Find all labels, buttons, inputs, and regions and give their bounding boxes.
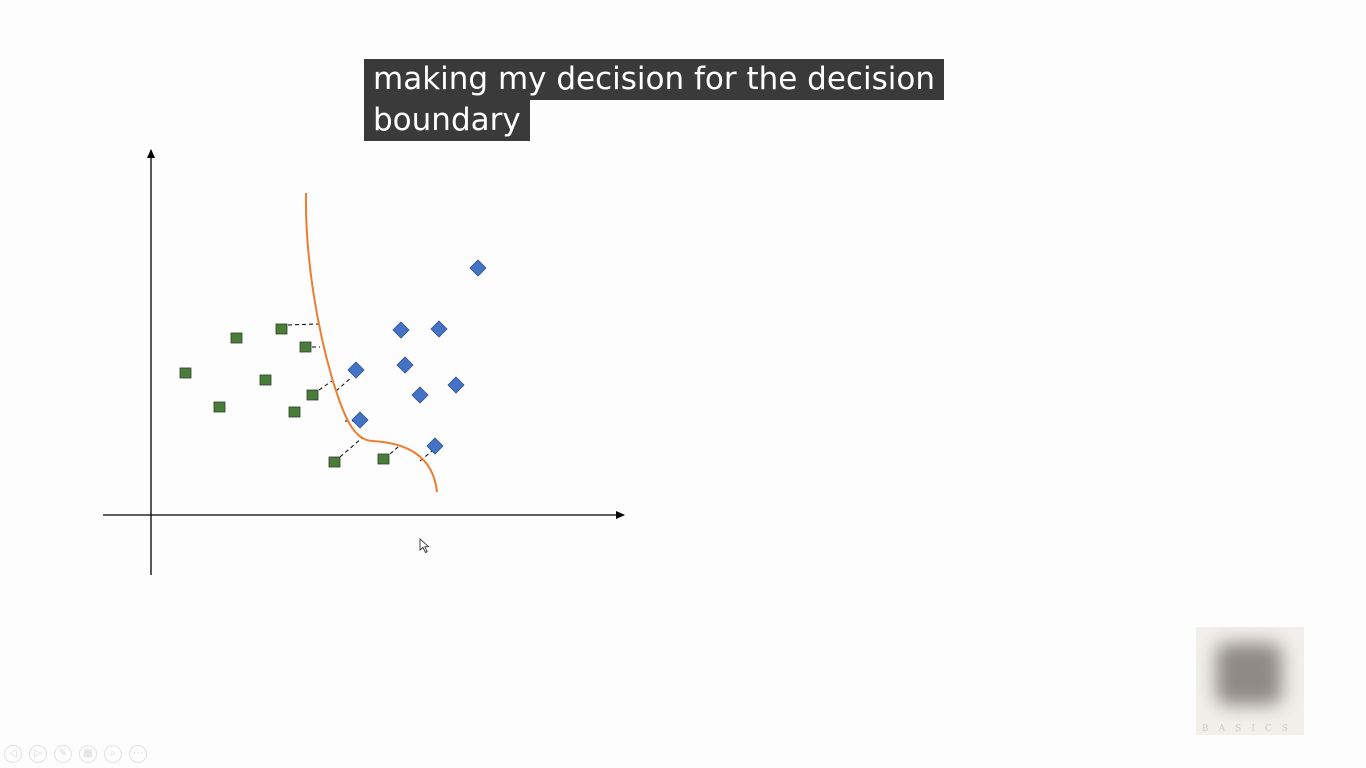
channel-logo: BASICS <box>1196 627 1304 735</box>
more-icon[interactable]: ⋯ <box>129 745 147 763</box>
class-diamond-point <box>469 259 487 277</box>
caption-overlay: making my decision for the decision boun… <box>364 59 944 141</box>
class-square-point <box>328 456 341 468</box>
class-diamond-point <box>411 386 429 404</box>
class-diamond-point <box>347 361 365 379</box>
distance-line <box>389 446 399 455</box>
distance-line <box>287 323 319 326</box>
next-icon[interactable]: ▷ <box>29 745 47 763</box>
class-diamond-point <box>392 321 410 339</box>
class-diamond-point <box>396 356 414 374</box>
decision-boundary-curve <box>304 192 438 493</box>
class-square-point <box>377 453 390 465</box>
pen-icon[interactable]: ✎ <box>54 745 72 763</box>
class-square-point <box>179 367 192 379</box>
caption-line-2: boundary <box>364 100 530 141</box>
class-diamond-point <box>430 320 448 338</box>
zoom-icon[interactable]: ⌕ <box>104 745 122 763</box>
class-square-point <box>230 332 243 344</box>
slides-icon[interactable]: ▦ <box>79 745 97 763</box>
distance-line <box>339 437 363 458</box>
distance-line <box>335 376 353 392</box>
class-diamond-point <box>426 437 444 455</box>
distance-line <box>318 380 333 391</box>
class-diamond-point <box>351 411 369 429</box>
caption-line-1: making my decision for the decision <box>364 59 944 100</box>
logo-mark <box>1216 643 1282 705</box>
presentation-controls: ◁ ▷ ✎ ▦ ⌕ ⋯ <box>4 745 147 763</box>
class-diamond-point <box>447 376 465 394</box>
mouse-cursor-icon <box>419 538 430 554</box>
class-square-point <box>288 406 301 418</box>
prev-icon[interactable]: ◁ <box>4 745 22 763</box>
class-square-point <box>275 323 288 335</box>
class-square-point <box>259 374 272 386</box>
class-square-point <box>299 341 312 353</box>
class-square-point <box>306 389 319 401</box>
logo-wordmark: BASICS <box>1202 724 1298 734</box>
class-square-point <box>213 401 226 413</box>
